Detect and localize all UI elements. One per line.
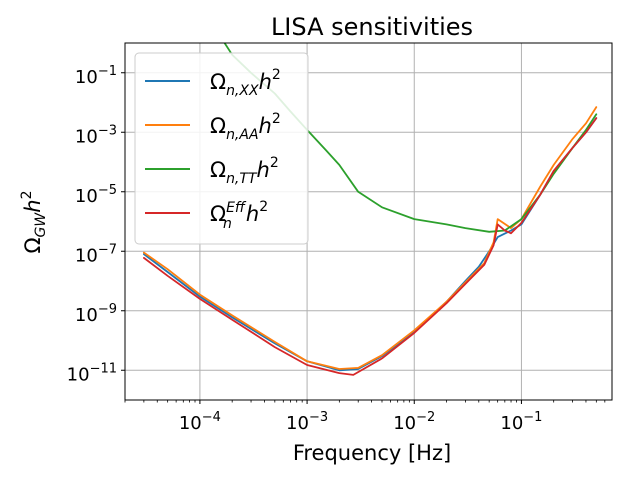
legend-label-2: Ωn,TTh2	[210, 155, 279, 187]
y-tick-label: 10−11	[67, 361, 117, 385]
legend: Ωn,XXh2 Ωn,AAh2 Ωn,TTh2 ΩEff n h2	[134, 52, 309, 245]
y-axis-label: ΩGWh2	[19, 191, 49, 254]
y-tick-label: 10−1	[75, 64, 117, 88]
legend-label-0: Ωn,XXh2	[210, 67, 281, 99]
x-tick-label: 10−1	[500, 410, 542, 434]
legend-frame	[134, 52, 309, 245]
y-tick-label: 10−7	[75, 242, 117, 266]
x-tick-label: 10−3	[286, 410, 328, 434]
y-tick-label: 10−3	[75, 123, 117, 147]
x-tick-label: 10−2	[393, 410, 435, 434]
chart-title: LISA sensitivities	[271, 13, 473, 41]
legend-label-3: ΩEff n h2	[210, 199, 268, 232]
x-axis-label: Frequency [Hz]	[293, 441, 451, 465]
x-tick-label: 10−4	[179, 410, 221, 434]
series-line-3	[142, 117, 598, 376]
plot-frame	[124, 42, 613, 401]
y-tick-label: 10−9	[75, 302, 117, 326]
y-tick-label: 10−5	[75, 183, 117, 207]
legend-label-1: Ωn,AAh2	[210, 111, 281, 143]
y-axis-ticks: 10−11 10−9 10−7 10−5 10−3 10−1	[67, 64, 125, 385]
x-axis-ticks: 10−4 10−3 10−2 10−1	[124, 400, 606, 434]
series-line-1	[142, 106, 598, 370]
